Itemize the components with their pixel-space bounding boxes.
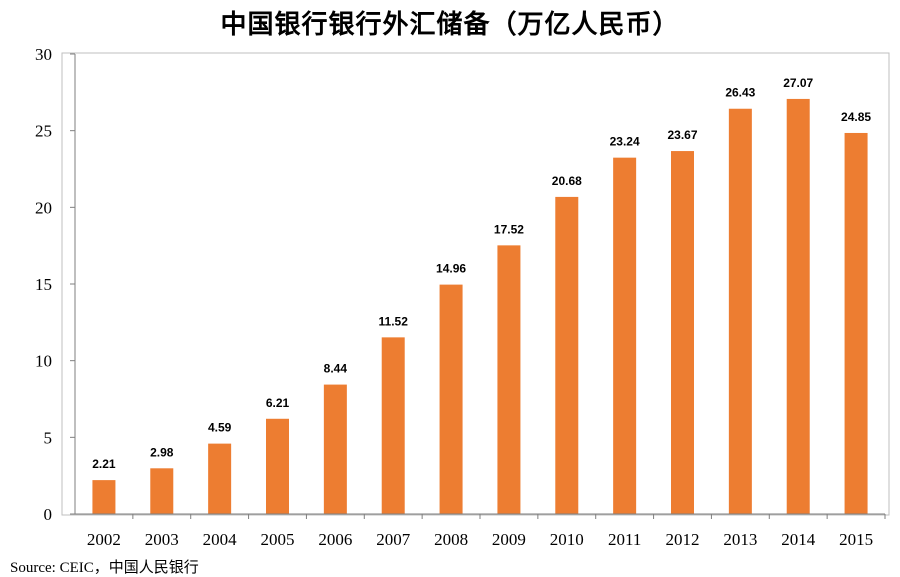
data-label-2008: 14.96 [436, 262, 466, 276]
x-tick-label-2014: 2014 [781, 530, 816, 549]
y-tick-label: 10 [35, 352, 52, 371]
y-tick-label: 5 [44, 428, 53, 447]
data-label-2011: 23.24 [610, 135, 640, 149]
x-tick-label-2009: 2009 [492, 530, 526, 549]
y-tick-label: 20 [35, 198, 52, 217]
y-tick-label: 0 [44, 505, 53, 524]
data-label-2006: 8.44 [324, 362, 348, 376]
data-label-2007: 11.52 [379, 314, 409, 328]
source-note: Source: CEIC，中国人民银行 [10, 560, 199, 576]
plot-frame [61, 52, 890, 516]
bar-2012 [671, 151, 694, 514]
x-tick-label-2005: 2005 [261, 530, 295, 549]
bar-2009 [497, 245, 521, 515]
y-axis: 0 5 10 15 20 25 30 [35, 45, 76, 524]
bar-2002 [92, 480, 116, 514]
x-tick-label-2010: 2010 [550, 530, 584, 549]
data-label-2010: 20.68 [552, 174, 582, 188]
bar-2011 [613, 157, 637, 515]
bar-2003 [150, 468, 174, 514]
bar-2010 [555, 196, 579, 514]
bar-2014 [786, 98, 810, 514]
x-tick-label-2002: 2002 [87, 530, 121, 549]
bar-2007 [381, 337, 405, 514]
data-label-2005: 6.21 [266, 396, 290, 410]
x-tick-label-2008: 2008 [434, 530, 468, 549]
data-label-2013: 26.43 [725, 86, 755, 100]
x-tick-label-2007: 2007 [376, 530, 411, 549]
x-tick-label-2012: 2012 [666, 530, 700, 549]
data-label-2009: 17.52 [494, 222, 524, 236]
x-tick-label-2006: 2006 [318, 530, 352, 549]
x-tick-label-2013: 2013 [723, 530, 757, 549]
bar-2015 [844, 132, 868, 514]
bar-2005 [266, 418, 289, 514]
data-label-2004: 4.59 [208, 421, 232, 435]
bar-2004 [208, 443, 232, 514]
data-label-2002: 2.21 [92, 457, 116, 471]
bar-2006 [323, 384, 347, 514]
x-axis: 2002 2003 2004 2005 2006 2007 2008 2009 2010 2011… [75, 513, 886, 549]
data-label-2015: 24.85 [841, 110, 871, 124]
bar-2008 [439, 284, 463, 514]
data-label-2012: 23.67 [667, 128, 697, 142]
x-tick-label-2003: 2003 [145, 530, 179, 549]
bar-2013 [728, 108, 752, 515]
y-tick-label: 15 [35, 275, 52, 294]
y-tick-label: 30 [35, 45, 52, 64]
chart-title: 中国银行银行外汇储备（万亿人民币） [220, 10, 680, 40]
bars: 2.21 2.98 4.59 6.21 8.44 11.52 14.96 17.52 20.68… [92, 76, 871, 515]
x-tick-label-2015: 2015 [839, 530, 873, 549]
data-label-2014: 27.07 [783, 76, 813, 90]
y-tick-label: 25 [35, 122, 52, 141]
x-tick-label-2004: 2004 [203, 530, 238, 549]
data-label-2003: 2.98 [150, 445, 174, 459]
x-tick-label-2011: 2011 [608, 530, 641, 549]
